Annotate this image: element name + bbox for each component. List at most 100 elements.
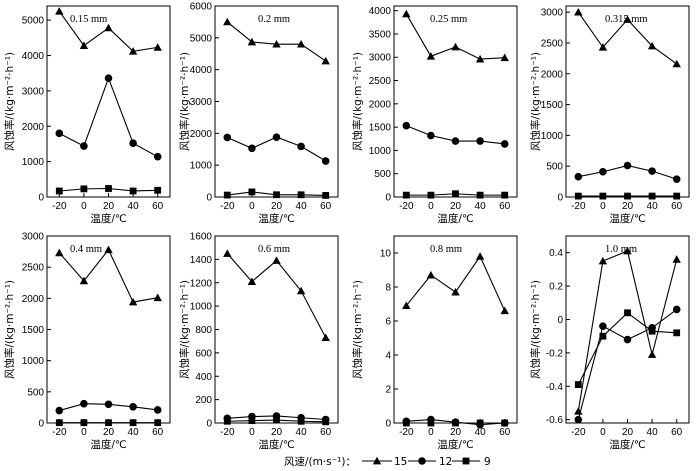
y-tick-label: 2	[385, 385, 391, 396]
x-tick-label: 60	[152, 427, 164, 438]
legend-label: 9	[484, 456, 491, 468]
y-axis-label: 风蚀率/(kg·m⁻²·h⁻¹)	[3, 52, 16, 151]
y-axis-label: 风蚀率/(kg·m⁻²·h⁻¹)	[351, 52, 364, 151]
x-tick-label: 20	[450, 427, 462, 438]
chart-panel: 0 500 1000 1500 2000 2500 3000 -20 0 20 40 60 温度/℃ 风蚀…	[529, 5, 690, 225]
legend-marker	[372, 456, 382, 465]
data-point	[647, 350, 657, 358]
data-point	[272, 133, 281, 141]
data-point	[104, 400, 113, 409]
legend-label: 15	[394, 456, 407, 468]
particle-size-annotation: 0.6 mm	[258, 244, 290, 255]
y-tick-label: 0.2	[549, 282, 563, 293]
data-point	[248, 188, 256, 196]
data-point	[273, 416, 280, 424]
y-tick-label: 500	[27, 387, 44, 398]
data-point	[598, 256, 608, 265]
data-point	[501, 419, 509, 427]
plot-frame	[214, 235, 339, 424]
y-tick-label: 5000	[22, 16, 45, 27]
y-tick-label: 8	[385, 283, 391, 294]
y-tick-label: 5000	[190, 33, 213, 44]
data-point	[501, 191, 509, 199]
x-tick-label: -20	[571, 201, 586, 212]
data-point	[153, 43, 162, 51]
data-point	[153, 406, 162, 414]
data-point	[426, 52, 436, 60]
data-point	[476, 419, 484, 427]
y-tick-label: -0.6	[546, 415, 564, 426]
data-point	[272, 256, 281, 264]
y-tick-label: 3000	[22, 232, 45, 243]
data-point	[248, 417, 256, 425]
data-point	[129, 402, 137, 411]
x-tick-label: 60	[320, 201, 332, 212]
data-point	[672, 59, 681, 68]
data-point	[273, 191, 280, 199]
data-point	[297, 142, 305, 151]
series-line	[226, 253, 327, 338]
x-axis-label: 温度/℃	[258, 212, 294, 225]
data-point	[427, 191, 435, 199]
y-tick-label: 3000	[190, 97, 213, 108]
y-tick-label: 2500	[369, 76, 392, 87]
y-tick-label: 1500	[22, 325, 45, 336]
data-point	[104, 23, 113, 32]
y-axis-label: 风蚀率/(kg·m⁻²·h⁻¹)	[178, 280, 191, 379]
y-tick-label: 2000	[22, 122, 45, 133]
data-point	[247, 277, 257, 285]
x-tick-label: 20	[271, 201, 283, 212]
x-tick-label: 0	[428, 201, 434, 212]
y-tick-label: 0	[206, 193, 212, 204]
data-point	[154, 419, 162, 427]
y-tick-label: 4000	[22, 51, 45, 62]
y-tick-label: 2000	[22, 294, 45, 305]
y-tick-label: 3000	[22, 86, 45, 97]
data-point	[154, 186, 162, 194]
data-point	[223, 191, 231, 199]
series-line	[577, 309, 678, 420]
data-point	[55, 187, 63, 195]
y-axis-label: 风蚀率/(kg·m⁻²·h⁻¹)	[529, 280, 542, 379]
x-tick-label: 60	[499, 427, 511, 438]
y-tick-label: -0.2	[546, 348, 564, 359]
data-point	[153, 152, 162, 161]
x-tick-label: 40	[647, 427, 659, 438]
plot-frame	[214, 5, 339, 198]
data-point	[648, 192, 656, 200]
x-tick-label: 0	[600, 201, 606, 212]
data-point	[402, 9, 411, 18]
y-tick-label: -0.4	[546, 382, 564, 393]
x-tick-label: 40	[296, 201, 308, 212]
y-tick-label: 0	[385, 193, 391, 204]
data-point	[598, 43, 608, 51]
x-tick-label: 40	[296, 427, 308, 438]
data-point	[129, 419, 137, 427]
y-tick-label: 1000	[190, 161, 213, 172]
data-point	[427, 419, 435, 427]
data-point	[247, 37, 257, 46]
plot-frame	[393, 5, 518, 198]
x-tick-label: 60	[671, 201, 683, 212]
data-point	[105, 419, 112, 427]
series-line	[577, 250, 678, 412]
x-tick-label: 20	[622, 201, 634, 212]
data-point	[648, 167, 656, 175]
data-point	[574, 172, 583, 181]
x-tick-label: -20	[399, 201, 414, 212]
y-tick-label: 2000	[369, 99, 392, 110]
y-tick-label: 500	[374, 169, 391, 180]
data-point	[153, 293, 162, 302]
data-point	[223, 17, 232, 26]
x-tick-label: -20	[220, 427, 235, 438]
x-axis-label: 温度/℃	[609, 438, 645, 451]
data-point	[623, 335, 632, 344]
data-point	[574, 7, 583, 16]
data-point	[80, 185, 88, 193]
chart-panel: -0.6 -0.4 -0.2 0 0.2 0.4 -20 0 20 40 60 温度/℃ 风蚀率/(kg…	[529, 235, 690, 451]
data-point	[574, 415, 583, 424]
data-point	[55, 129, 64, 138]
y-tick-label: 1000	[22, 356, 45, 367]
data-point	[128, 297, 138, 306]
y-tick-label: 2500	[541, 38, 564, 49]
